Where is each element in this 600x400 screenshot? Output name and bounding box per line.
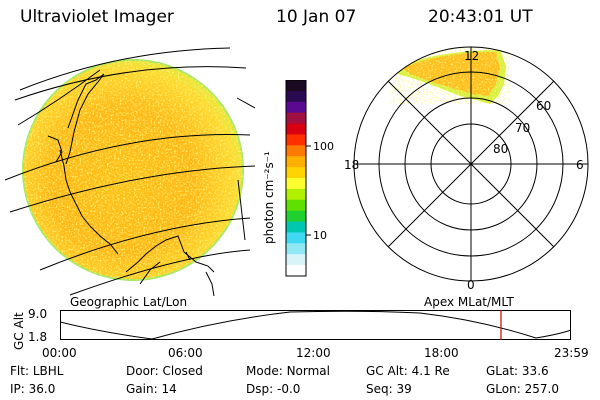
time-tick: 18:00	[424, 346, 459, 360]
colorbar-swatch	[286, 254, 306, 266]
time-tick: 00:00	[42, 346, 77, 360]
colorbar-swatch	[286, 167, 306, 179]
altitude-tick-min: 1.8	[28, 330, 48, 344]
colorbar-swatch	[286, 156, 306, 168]
time-tick: 06:00	[168, 346, 203, 360]
mlt-label-18: 18	[344, 158, 359, 172]
status-ip: IP: 36.0	[10, 382, 56, 396]
colorbar-swatch	[286, 90, 306, 103]
status-door-value: Closed	[162, 364, 203, 378]
observation-date: 10 Jan 07	[276, 7, 357, 27]
status-dsp-value: -0.0	[276, 382, 301, 396]
status-door: Door: Closed	[126, 364, 203, 378]
status-gain-value: 14	[161, 382, 177, 396]
colorbar-swatch	[286, 221, 306, 234]
mlt-label-12: 12	[464, 49, 479, 63]
colorbar-swatch	[286, 112, 306, 125]
mlat-label-60: 60	[536, 99, 551, 113]
colorbar-swatch	[286, 265, 306, 277]
colorbar-swatch	[286, 243, 306, 255]
mlat-label-80: 80	[493, 142, 508, 156]
status-gain: Gain: 14	[126, 382, 177, 396]
colorbar-tick-label: 10	[313, 229, 327, 242]
colorbar-swatch	[286, 123, 306, 136]
status-mode-value: Normal	[286, 364, 330, 378]
geographic-caption: Geographic Lat/Lon	[70, 295, 188, 309]
status-glon: GLon: 257.0	[486, 382, 559, 396]
continent-outline	[47, 73, 215, 297]
colorbar-swatch	[286, 101, 306, 114]
colorbar-swatch	[286, 210, 306, 223]
colorbar-swatch	[286, 178, 306, 190]
mlt-label-0: 0	[467, 278, 475, 292]
status-seq-value: 39	[396, 382, 412, 396]
time-tick: 23:59	[554, 346, 589, 360]
altitude-tick-max: 9.0	[28, 307, 48, 321]
status-ip-value: 36.0	[28, 382, 56, 396]
polar-grid	[353, 46, 589, 282]
colorbar-swatch	[286, 188, 306, 201]
colorbar-tick-label: 100	[313, 140, 334, 153]
geographic-image	[4, 47, 256, 297]
altitude-plot-frame	[60, 310, 571, 340]
altitude-curve	[60, 310, 572, 340]
status-dsp: Dsp: -0.0	[246, 382, 301, 396]
status-filter-value: LBHL	[32, 364, 64, 378]
colorbar-swatches	[286, 80, 306, 277]
auroral-emission-region	[390, 47, 510, 104]
instrument-title: Ultraviolet Imager	[20, 7, 174, 27]
status-glon-value: 257.0	[524, 382, 559, 396]
status-glat-value: 33.6	[521, 364, 549, 378]
status-seq: Seq: 39	[366, 382, 412, 396]
colorbar-swatch	[286, 80, 306, 92]
polar-plot: 12 18 6 0 60 70 80	[344, 46, 589, 292]
altitude-plot	[60, 310, 572, 340]
observation-time: 20:43:01 UT	[428, 7, 533, 27]
lat-lon-grid	[4, 47, 256, 296]
colorbar-swatch	[286, 199, 306, 212]
status-filter: Flt: LBHL	[10, 364, 64, 378]
colorbar-unit-label: photon cm⁻²s⁻¹	[262, 151, 276, 244]
status-glat: GLat: 33.6	[486, 364, 549, 378]
apex-caption: Apex MLat/MLT	[424, 295, 514, 309]
time-tick: 12:00	[296, 346, 331, 360]
intensity-colorbar: 100 10	[285, 80, 334, 277]
status-gc-alt-value: 4.1 Re	[411, 364, 450, 378]
colorbar-frame	[285, 80, 307, 277]
colorbar-swatch	[286, 134, 306, 146]
earth-disk	[22, 59, 244, 281]
colorbar-swatch	[286, 145, 306, 157]
status-gc-alt: GC Alt: 4.1 Re	[366, 364, 450, 378]
status-mode: Mode: Normal	[246, 364, 330, 378]
mlat-label-70: 70	[515, 121, 530, 135]
mlt-label-6: 6	[576, 158, 584, 172]
altitude-axis-label: GC Alt	[12, 312, 26, 350]
colorbar-swatch	[286, 232, 306, 244]
